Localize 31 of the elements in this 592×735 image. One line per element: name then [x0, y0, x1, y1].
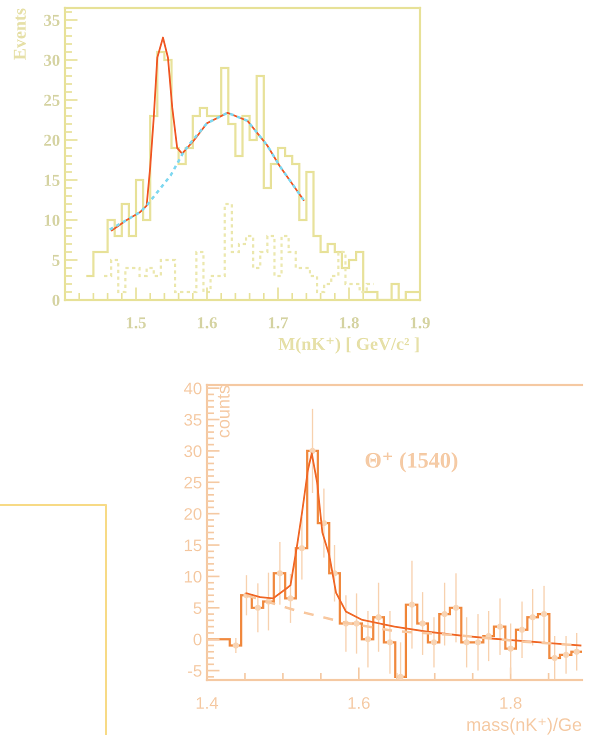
y-axis-title: counts: [218, 386, 230, 438]
y-tick-label: 25: [184, 476, 202, 488]
y-tick-label: -5: [188, 665, 202, 677]
x-tick-label: 1.6: [348, 697, 370, 709]
annotation: Θ⁺ (1540): [366, 452, 458, 472]
x-tick-label: 1.6: [198, 317, 217, 328]
y-tick-label: 20: [184, 508, 202, 520]
x-tick-label: 1.5: [126, 317, 146, 328]
x-tick-label: 1.9: [410, 317, 430, 328]
y-tick-label: 5: [194, 602, 202, 614]
y-tick-label: 35: [184, 414, 202, 426]
y-tick-label: 35: [44, 14, 60, 26]
y-tick-label: 40: [184, 382, 202, 394]
x-tick-label: 1.4: [196, 697, 218, 709]
y-tick-label: 15: [44, 174, 60, 186]
y-tick-label: 10: [184, 570, 202, 583]
y-tick-label: 0: [52, 294, 60, 306]
y-tick-label: 15: [184, 540, 202, 552]
y-tick-label: 0: [194, 634, 202, 646]
x-tick-label: 1.8: [340, 317, 359, 328]
y-tick-label: 20: [44, 134, 60, 146]
x-tick-label: 1.8: [500, 697, 522, 709]
y-tick-label: 30: [184, 445, 202, 458]
y-tick-label: 30: [44, 54, 60, 66]
y-axis-title: Events: [14, 8, 26, 60]
y-tick-label: 5: [52, 254, 60, 266]
x-tick-label: 1.7: [268, 317, 288, 328]
x-axis-title: M(nK⁺) [ GeV/c² ]: [278, 337, 419, 354]
x-axis-title: mass(nK⁺)/Ge: [467, 718, 582, 735]
y-tick-label: 25: [44, 94, 60, 106]
y-tick-label: 10: [44, 214, 60, 226]
